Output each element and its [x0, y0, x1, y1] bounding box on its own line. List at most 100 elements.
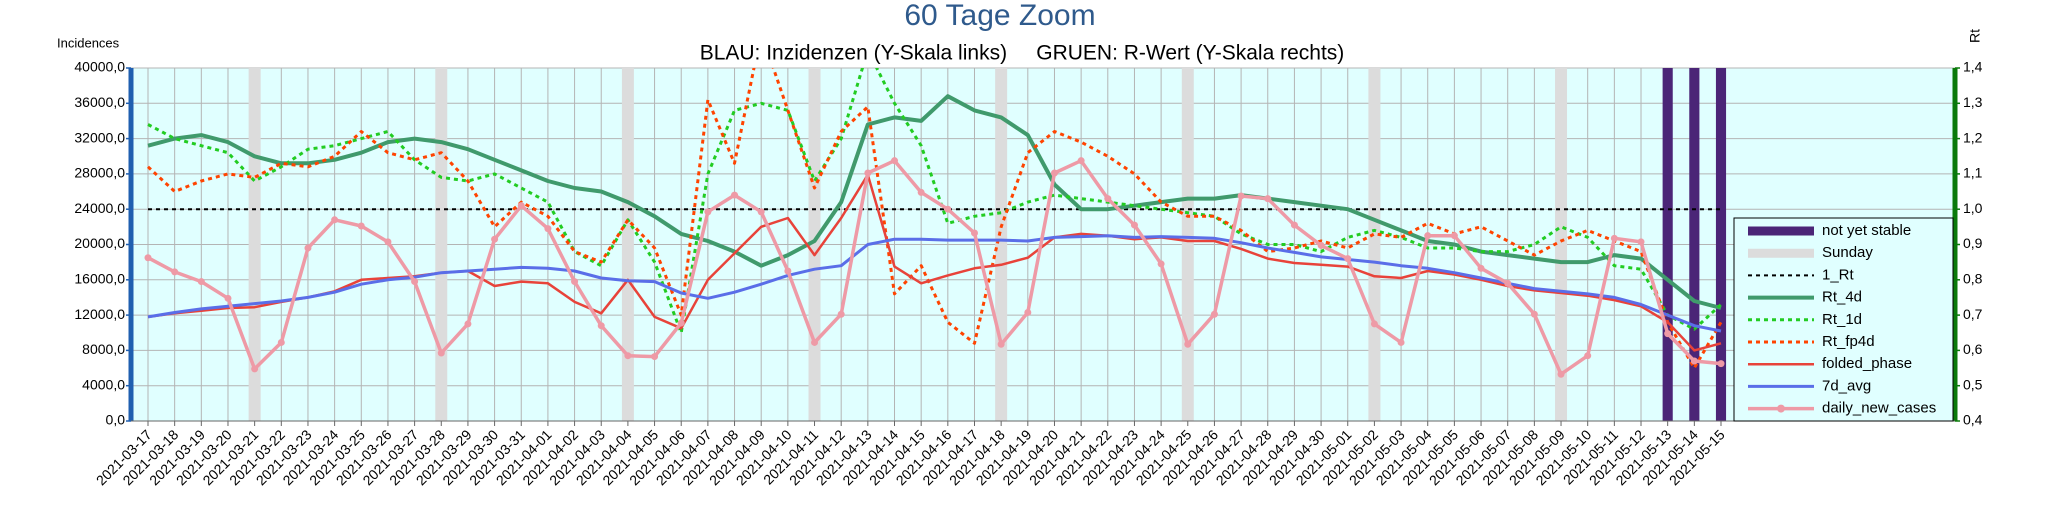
series-marker	[1210, 310, 1218, 318]
series-marker	[357, 222, 365, 230]
series-marker	[331, 216, 339, 224]
series-marker	[1024, 308, 1032, 316]
series-marker	[1610, 234, 1618, 242]
bar	[1662, 68, 1673, 421]
bar	[1555, 68, 1568, 421]
y-tick-label: 28000,0	[74, 165, 125, 181]
y2-tick-label: 1,1	[1963, 165, 1983, 181]
y-tick-label: 12000,0	[74, 306, 125, 322]
y-tick-label: 16000,0	[74, 271, 125, 287]
y2-tick-label: 1,3	[1963, 94, 1983, 110]
series-marker	[1264, 195, 1272, 203]
chart-subtitle: BLAU: Inzidenzen (Y-Skala links) GRUEN: …	[700, 42, 1345, 65]
series-marker	[1637, 238, 1645, 246]
series-marker	[997, 340, 1005, 348]
series-marker	[1050, 169, 1058, 177]
y-tick-label: 40000,0	[74, 59, 125, 75]
legend-marker	[1777, 404, 1785, 413]
bar	[1715, 68, 1727, 421]
y-tick-label: 0,0	[106, 412, 126, 428]
axes: 2021-03-172021-03-182021-03-192021-03-20…	[74, 59, 1982, 489]
y-tick-label: 32000,0	[74, 129, 125, 145]
series-marker	[677, 319, 685, 327]
series-line	[147, 158, 1722, 376]
legend: not yet stable Sunday 1_Rt Rt_4d Rt_1d Rt_fp4…	[1733, 217, 1954, 422]
bar	[1181, 68, 1194, 421]
y2-tick-label: 0,8	[1963, 271, 1983, 287]
y2-tick-label: 0,6	[1963, 341, 1983, 357]
bar	[621, 68, 634, 421]
series-marker	[1104, 195, 1112, 203]
series-marker	[171, 268, 179, 276]
series-marker	[944, 205, 952, 213]
legend-label: Rt_1d	[1822, 311, 1862, 328]
series-marker	[1344, 255, 1352, 263]
y2-tick-label: 1,2	[1963, 129, 1983, 145]
series-marker	[837, 310, 845, 318]
series-marker	[1690, 357, 1698, 365]
legend-label: Rt_fp4d	[1822, 333, 1875, 350]
y-tick-label: 36000,0	[74, 94, 125, 110]
series-marker	[757, 208, 765, 216]
series-marker	[384, 238, 392, 246]
series-marker	[731, 191, 739, 199]
series-marker	[1424, 232, 1432, 240]
bar	[808, 68, 821, 421]
series-marker	[1370, 320, 1378, 328]
lines	[144, 68, 1725, 378]
series-marker	[1317, 241, 1325, 249]
y-tick-label: 8000,0	[82, 341, 125, 357]
series-marker	[1157, 260, 1165, 268]
series-marker	[1584, 352, 1592, 360]
series-marker	[1397, 338, 1405, 346]
series-marker	[464, 320, 472, 328]
series-marker	[197, 278, 205, 286]
bar	[248, 68, 261, 421]
series-marker	[1557, 370, 1565, 378]
legend-label: daily_new_cases	[1822, 400, 1936, 417]
series-marker	[1504, 279, 1512, 287]
bar	[1689, 68, 1700, 421]
y2-tick-label: 1,0	[1963, 200, 1983, 216]
series-marker	[224, 294, 232, 302]
series-marker	[811, 338, 819, 346]
series-line	[147, 68, 1723, 335]
series-marker	[704, 208, 712, 216]
series-marker	[651, 353, 659, 361]
series-marker	[864, 169, 872, 177]
series-marker	[1530, 310, 1538, 318]
y2-axis-label: Rt	[1967, 29, 1983, 43]
series-marker	[277, 338, 285, 346]
series-marker	[144, 254, 152, 262]
series-marker	[1237, 192, 1245, 200]
y2-tick-label: 0,5	[1963, 376, 1983, 392]
series-line	[147, 94, 1722, 310]
bar	[1368, 68, 1381, 421]
y-tick-label: 4000,0	[82, 376, 125, 392]
series-marker	[1664, 330, 1672, 338]
series-marker	[437, 349, 445, 357]
series-marker	[784, 267, 792, 275]
legend-label: not yet stable	[1822, 222, 1911, 239]
series-marker	[411, 278, 419, 286]
series-marker	[1077, 157, 1085, 165]
series-marker	[1717, 360, 1725, 368]
y-tick-label: 24000,0	[74, 200, 125, 216]
series-marker	[1290, 221, 1298, 229]
series-marker	[571, 278, 579, 286]
chart-title: 60 Tage Zoom	[904, 0, 1095, 32]
series-marker	[624, 352, 632, 360]
legend-label: 7d_avg	[1822, 377, 1871, 394]
series-line	[146, 68, 1723, 370]
series-marker	[517, 202, 525, 210]
series-marker	[491, 235, 499, 243]
y-tick-label: 20000,0	[74, 235, 125, 251]
series-marker	[1184, 340, 1192, 348]
bar	[435, 68, 448, 421]
y-axis-label: Incidences	[57, 35, 120, 50]
y2-tick-label: 0,7	[1963, 306, 1983, 322]
legend-label: 1_Rt	[1822, 266, 1855, 283]
bars	[248, 68, 1727, 421]
series-marker	[891, 157, 899, 165]
series-marker	[917, 188, 925, 196]
